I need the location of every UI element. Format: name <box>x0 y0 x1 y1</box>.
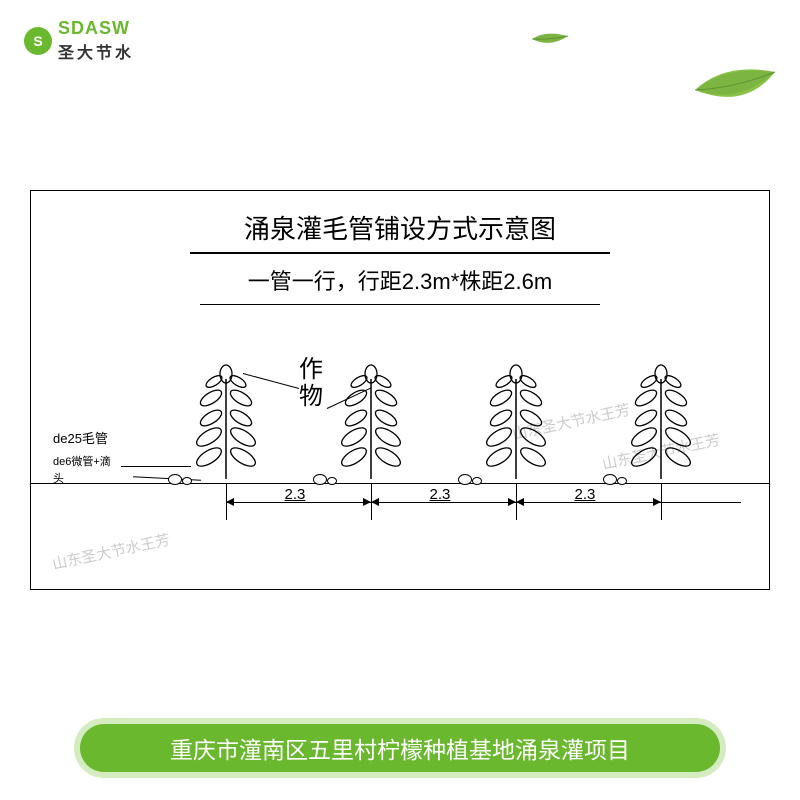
logo-icon: S <box>24 27 52 55</box>
dim-value: 2.3 <box>285 486 306 503</box>
diagram-title: 涌泉灌毛管铺设方式示意图 <box>31 209 769 246</box>
dim-value: 2.3 <box>430 486 451 503</box>
leader-line <box>121 466 191 467</box>
dim-value: 2.3 <box>575 486 596 503</box>
dimension-row: 2.3 2.3 2.3 <box>31 484 769 529</box>
label-de25: de25毛管 <box>53 429 111 449</box>
diagram-subtitle: 一管一行，行距2.3m*株距2.6m <box>31 264 769 296</box>
plant-icon <box>621 364 701 484</box>
plant-icon <box>476 364 556 484</box>
pipe-labels: de25毛管 de6微管+滴 头 <box>53 429 111 488</box>
watermark: 山东圣大节水王芳 <box>50 529 172 574</box>
leaf-icon-small <box>530 30 570 48</box>
logo-cn: 圣大节水 <box>58 39 134 63</box>
plant-icon <box>331 364 411 484</box>
logo-en: SDASW <box>58 18 134 39</box>
banner-text: 重庆市潼南区五里村柠檬种植基地涌泉灌项目 <box>170 731 630 765</box>
crop-label: 作 物 <box>299 356 323 411</box>
diagram-container: 涌泉灌毛管铺设方式示意图 一管一行，行距2.3m*株距2.6m 山东圣大节水王芳… <box>30 190 770 590</box>
project-banner: 重庆市潼南区五里村柠檬种植基地涌泉灌项目 <box>80 724 720 772</box>
company-logo: S SDASW 圣大节水 <box>24 18 134 63</box>
plants-row: de25毛管 de6微管+滴 头 作 物 <box>31 359 769 529</box>
plant-icon <box>186 364 266 484</box>
label-de6: de6微管+滴 <box>53 454 111 471</box>
leaf-icon-large <box>690 60 780 115</box>
